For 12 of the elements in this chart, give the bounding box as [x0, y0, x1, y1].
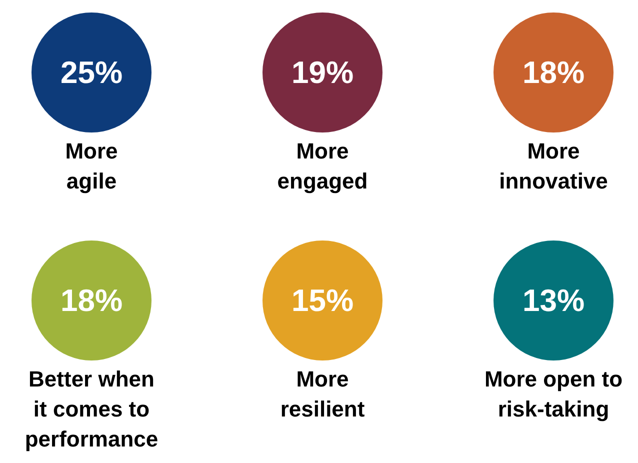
category-label: More innovative	[499, 138, 608, 194]
data-label: 18%	[522, 55, 585, 90]
category-label: More agile	[65, 138, 118, 194]
category-label: More engaged	[277, 138, 368, 194]
data-label: 25%	[60, 55, 123, 90]
data-label: 18%	[60, 283, 123, 318]
data-label: 13%	[522, 283, 585, 318]
category-label: Better when it comes to performance	[24, 366, 158, 452]
category-label: More open to risk-taking	[484, 366, 623, 422]
data-label: 15%	[291, 283, 354, 318]
data-label: 19%	[291, 55, 354, 90]
category-label: More resilient	[280, 366, 366, 422]
